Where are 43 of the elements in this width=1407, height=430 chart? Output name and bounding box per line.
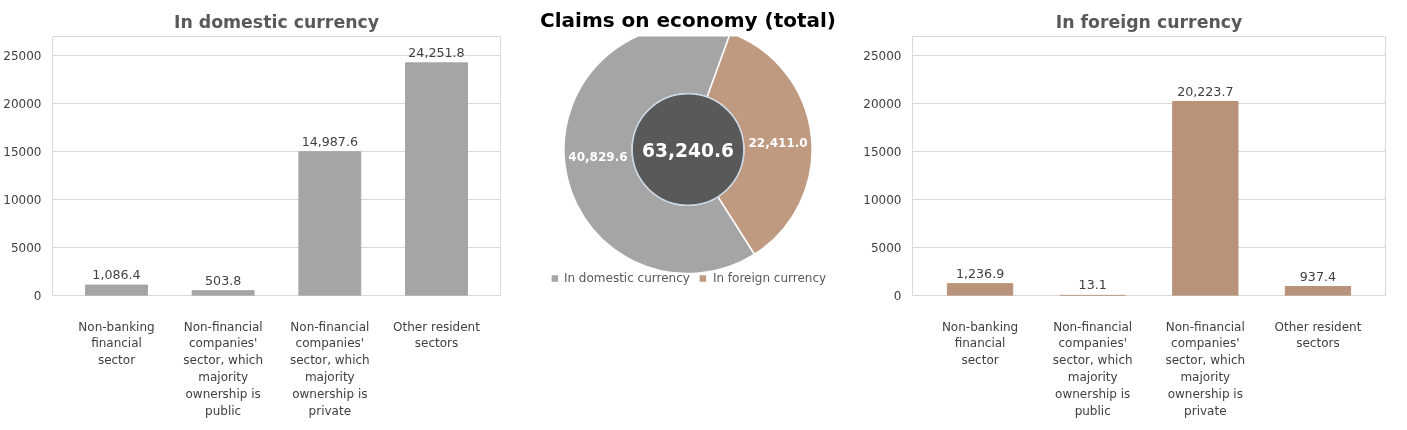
y-tick-label: 10000 [863,193,902,208]
data-label: 20,223.7 [1177,83,1234,99]
y-tick-label: 10000 [3,193,42,208]
bar [1172,101,1239,296]
y-tick-label: 15000 [3,145,42,160]
bar [946,283,1014,296]
y-tick-label: 20000 [863,97,902,112]
x-tick-label: Non-banking financial sector [941,319,1019,368]
x-tick-label: Non-financial companies' sector, which majority ownership is public [183,319,264,418]
text: 63,240.6 [641,139,735,161]
y-tick-label: 15000 [863,145,902,160]
bar [85,284,148,296]
y-tick-label: 25000 [3,49,42,64]
data-label: 13.1 [1078,277,1107,293]
y-tick-label: 0 [33,289,42,303]
x-tick-label: Other resident sectors [1274,319,1362,351]
data-label: 40,829.6 [568,150,628,165]
data-label: 1,236.9 [955,265,1005,281]
chart-title: Claims on economy (total) [540,7,837,32]
data-label: 937.4 [1299,268,1337,284]
x-tick-label: Non-financial companies' sector, which majority ownership is private [289,319,370,418]
y-tick-label: 20000 [3,97,42,112]
data-label: 14,987.6 [301,133,359,149]
bar [1284,286,1352,296]
bar [405,62,468,296]
x-tick-label: Other resident sectors [393,319,481,351]
bar [298,151,362,296]
y-tick-label: 25000 [863,49,902,64]
x-tick-label: Non-financial companies' sector, which majority ownership is private [1165,319,1246,418]
y-tick-label: 5000 [10,241,42,256]
data-label: 22,411.0 [748,135,808,150]
chart-title: In domestic currency [173,11,380,32]
y-tick-label: 0 [893,289,902,303]
chart-title: In foreign currency [1055,11,1243,32]
legend-label: In foreign currency [712,271,827,285]
x-tick-label: Non-banking financial sector [78,319,155,368]
legend-label: In domestic currency [563,271,690,285]
x-tick-label: Non-financial companies' sector, which majority ownership is public [1052,319,1133,418]
bar [191,290,255,296]
data-label: 503.8 [205,272,242,288]
data-label: 1,086.4 [92,267,141,283]
y-tick-label: 5000 [870,241,902,256]
data-label: 24,251.8 [408,44,465,60]
